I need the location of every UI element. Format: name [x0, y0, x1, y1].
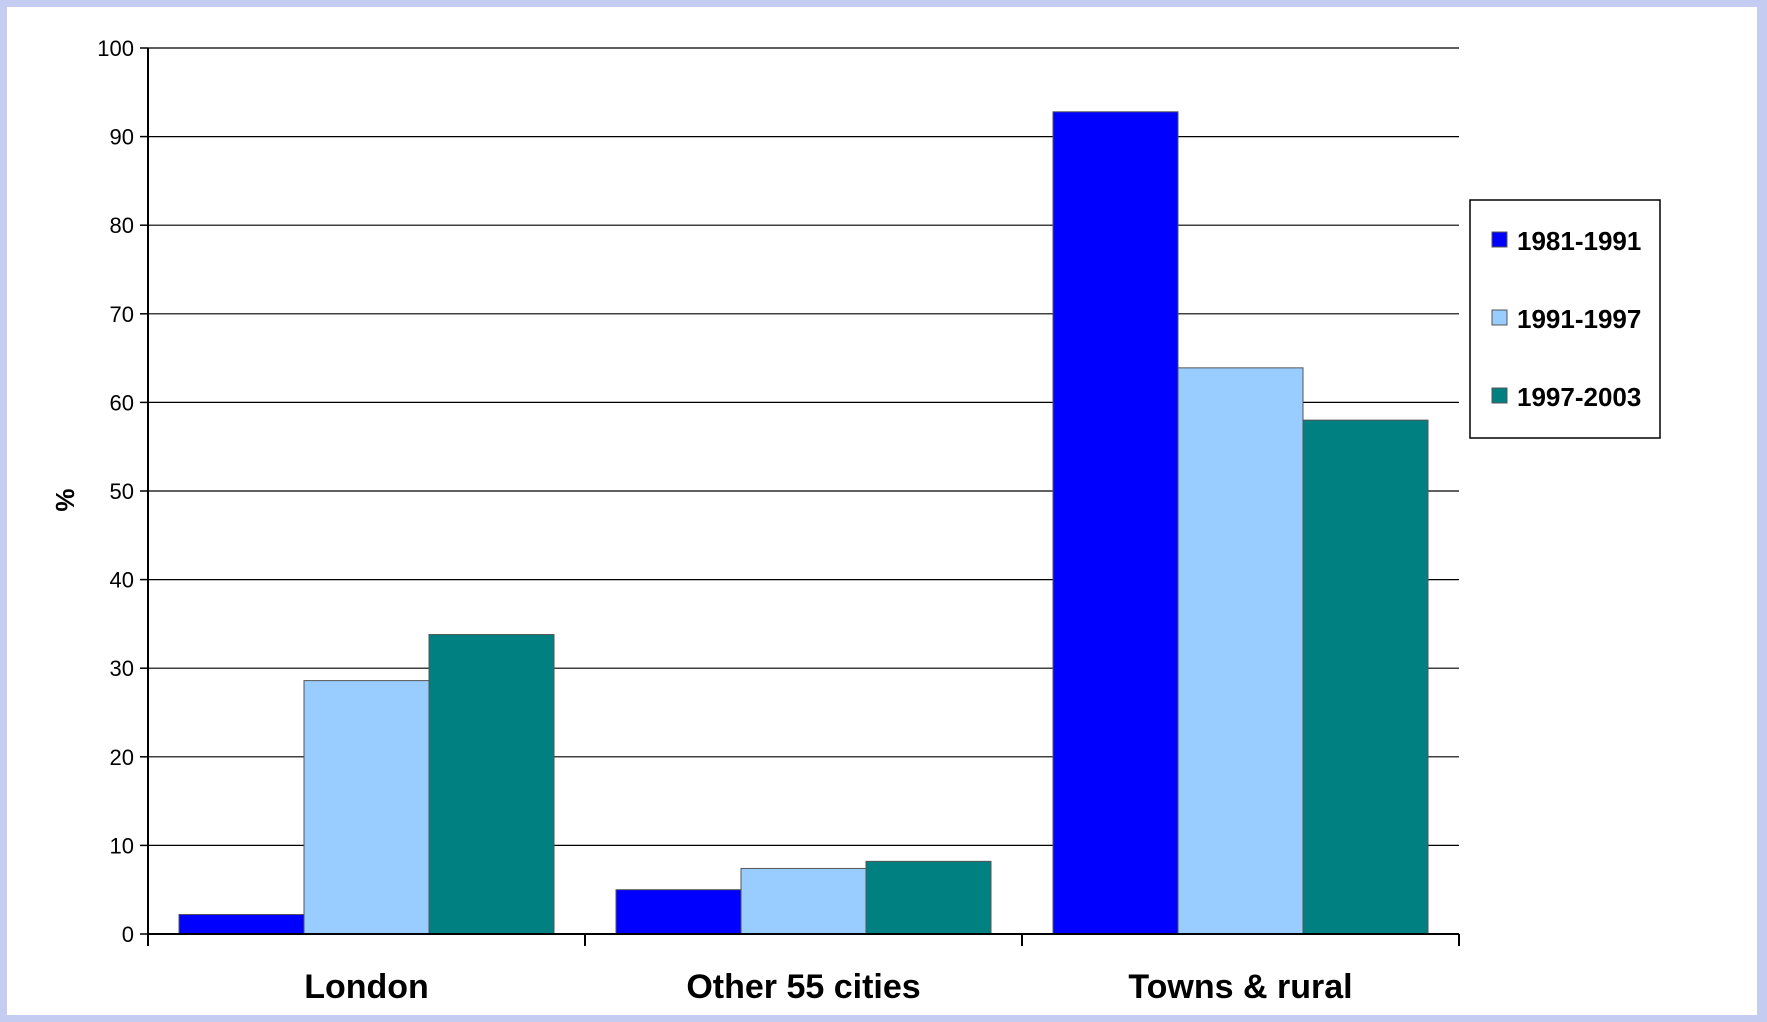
category-label: Towns & rural [1128, 968, 1352, 1006]
y-tick-label: 10 [110, 833, 134, 858]
bar-1991-1997-Other 55 cities [740, 867, 867, 935]
bars [178, 111, 1429, 935]
category-labels: London Other 55 cities Towns & rural [304, 968, 1352, 1006]
bar-1997-2003-London [428, 634, 555, 935]
legend-swatch [1491, 231, 1508, 248]
y-tick-label: 100 [97, 36, 134, 61]
y-tick-label: 50 [110, 479, 134, 504]
bar-1981-1991-Other 55 cities [615, 889, 742, 935]
legend-label: 1991-1997 [1517, 304, 1641, 334]
y-tick-label: 0 [122, 922, 134, 947]
y-tick-label: 90 [110, 125, 134, 150]
legend: 1981-1991 1991-1997 1997-2003 [1469, 199, 1661, 439]
y-tick-labels: 0 10 20 30 40 50 60 70 80 90 100 [97, 36, 148, 947]
legend-swatch [1491, 309, 1508, 326]
x-tick-marks [147, 934, 1460, 946]
y-tick-label: 80 [110, 213, 134, 238]
y-axis-title: % [50, 488, 80, 511]
bar-1981-1991-London [178, 914, 305, 935]
y-tick-label: 70 [110, 302, 134, 327]
bar-1991-1997-Towns & rural [1177, 367, 1304, 935]
category-label: London [304, 968, 429, 1006]
bar-1997-2003-Towns & rural [1302, 419, 1429, 935]
legend-label: 1981-1991 [1517, 226, 1641, 256]
legend-swatch [1491, 387, 1508, 404]
category-label: Other 55 cities [686, 968, 920, 1006]
y-tick-label: 20 [110, 745, 134, 770]
legend-label: 1997-2003 [1517, 382, 1641, 412]
y-tick-label: 60 [110, 390, 134, 415]
bar-1997-2003-Other 55 cities [865, 860, 992, 935]
y-tick-label: 30 [110, 656, 134, 681]
y-tick-label: 40 [110, 568, 134, 593]
bar-1981-1991-Towns & rural [1052, 111, 1179, 935]
bar-1991-1997-London [303, 680, 430, 935]
